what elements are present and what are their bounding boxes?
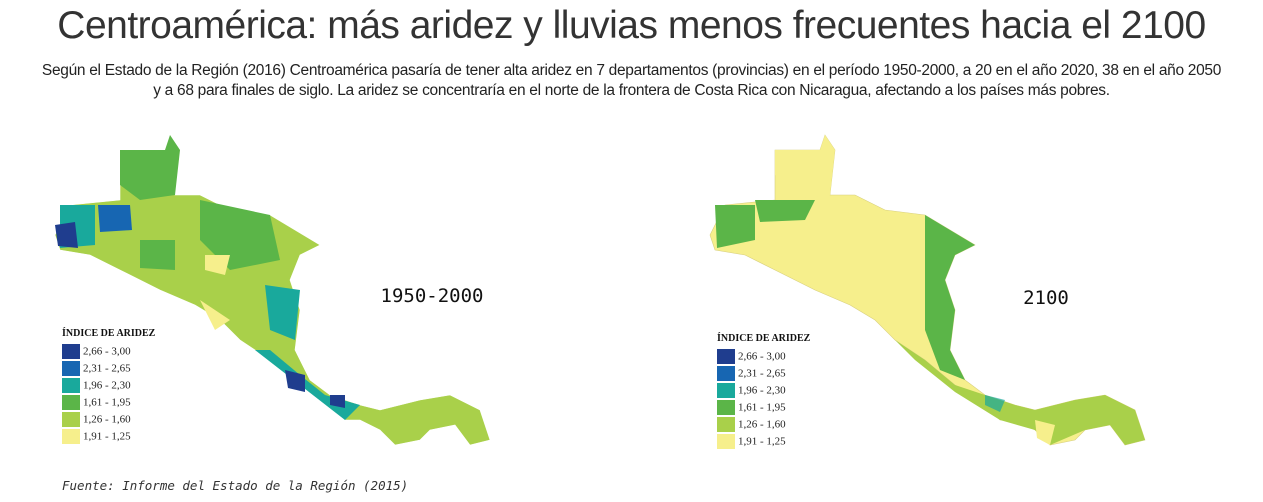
source: Fuente: Informe del Estado de la Región … — [62, 478, 409, 493]
legend-title: ÍNDICE DE ARIDEZ — [62, 327, 156, 339]
legend-title: ÍNDICE DE ARIDEZ — [717, 332, 811, 344]
title: Centroamérica: más aridez y lluvias meno… — [57, 4, 1206, 47]
legend-swatch — [62, 378, 80, 393]
legend-swatch — [717, 434, 735, 449]
legend-swatch — [717, 400, 735, 415]
legend-swatch — [717, 349, 735, 364]
subtitle: Según el Estado de la Región (2016) Cent… — [41, 62, 1222, 99]
legend-swatch — [62, 429, 80, 444]
legend-label: 1,26 - 1,60 — [83, 414, 131, 426]
legend-swatch — [62, 412, 80, 427]
legend-label: 2,31 - 2,65 — [738, 368, 786, 380]
map-2100 — [709, 134, 1146, 446]
map-label: 2100 — [1023, 287, 1069, 309]
legend-label: 2,31 - 2,65 — [83, 363, 131, 375]
legend-swatch — [717, 366, 735, 381]
legend-label: 2,66 - 3,00 — [738, 351, 786, 363]
legend-swatch — [62, 361, 80, 376]
legend-swatch — [717, 417, 735, 432]
legend-swatch — [62, 344, 80, 359]
legend-label: 1,26 - 1,60 — [738, 419, 786, 431]
legend-label: 1,96 - 2,30 — [83, 380, 131, 392]
legend-label: 1,91 - 1,25 — [738, 436, 786, 448]
legend-label: 1,61 - 1,95 — [83, 397, 131, 409]
map-1950-2000 — [54, 134, 491, 446]
legend-swatch — [62, 395, 80, 410]
legend-label: 2,66 - 3,00 — [83, 346, 131, 358]
legend-label: 1,96 - 2,30 — [738, 385, 786, 397]
legend-label: 1,91 - 1,25 — [83, 431, 131, 443]
legend-swatch — [717, 383, 735, 398]
map-label: 1950-2000 — [381, 285, 484, 307]
legend-label: 1,61 - 1,95 — [738, 402, 786, 414]
